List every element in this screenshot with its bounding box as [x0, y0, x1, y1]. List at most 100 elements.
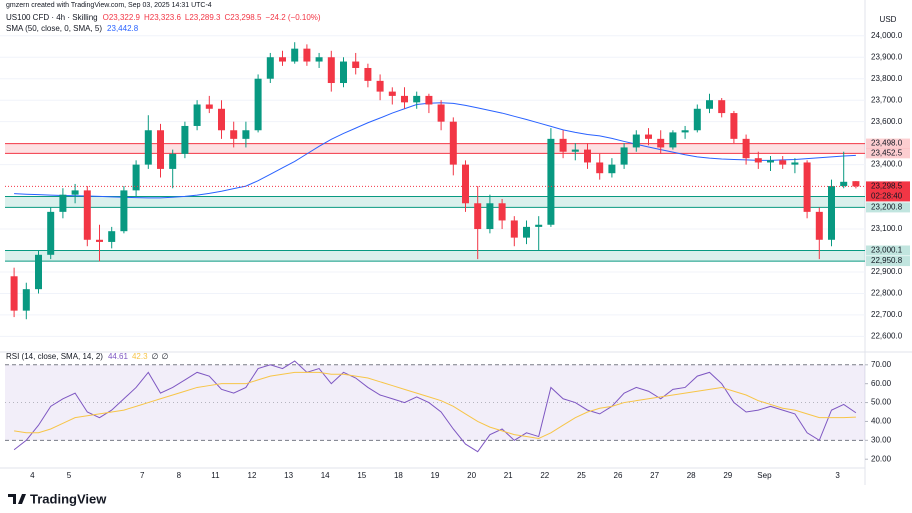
candle-body: [791, 162, 799, 165]
x-tick-label: 18: [394, 471, 403, 480]
candle-body: [413, 95, 421, 103]
price-label-box: [866, 256, 910, 267]
candle-body: [83, 190, 91, 240]
y-tick-label: 23,900.0: [871, 52, 903, 61]
candle-body: [437, 104, 445, 122]
x-tick-label: 12: [248, 471, 257, 480]
candle-body: [96, 239, 103, 242]
candle-body: [669, 132, 677, 148]
candle-body: [425, 95, 433, 105]
high: H23,323.6: [144, 13, 181, 22]
candle-body: [181, 125, 189, 154]
candle-body: [352, 61, 360, 68]
sma-name: SMA (50, close, 0, SMA, 5): [6, 24, 102, 33]
y-tick-label: 23,800.0: [871, 74, 903, 83]
y-tick-label: 40.00: [871, 417, 892, 426]
x-tick-label: 15: [357, 471, 366, 480]
candle-body: [35, 254, 42, 290]
zone: [5, 143, 865, 154]
candle-body: [718, 100, 726, 114]
x-tick-label: 29: [723, 471, 732, 480]
candle-body: [291, 48, 299, 62]
candle-body: [523, 226, 530, 238]
rsi-value: 44.61: [108, 352, 129, 361]
price-label-box: [866, 148, 910, 159]
y-tick-label: 70.00: [871, 360, 892, 369]
zone-price-label: 23,200.8: [871, 203, 903, 212]
y-tick-label: 24,000.0: [871, 31, 903, 40]
candle-body: [596, 162, 604, 174]
candle-body: [242, 130, 250, 139]
zone-price-label: 23,498.0: [871, 139, 903, 148]
zone: [5, 196, 865, 208]
y-tick-label: 22,700.0: [871, 310, 903, 319]
zone-price-label: 23,452.5: [871, 148, 903, 157]
credit: gmzern created with TradingView.com, Sep…: [6, 2, 212, 9]
y-tick-label: 22,800.0: [871, 289, 903, 298]
candle-body: [157, 130, 164, 169]
candle-body: [803, 162, 811, 212]
last-price-label: 23,298.5: [871, 182, 903, 191]
symbol-line: US100 CFD · 4h · Skilling O23,322.9 H23,32…: [6, 13, 321, 22]
candle-body: [59, 194, 67, 212]
candle-body: [71, 190, 79, 195]
candle-body: [266, 57, 274, 79]
x-tick-label: 28: [687, 471, 696, 480]
candle-body: [498, 203, 506, 221]
candle-body: [218, 108, 225, 131]
low: L23,289.3: [185, 13, 221, 22]
sma-line: [14, 102, 856, 199]
candle-body: [657, 138, 665, 148]
candle-body: [205, 104, 213, 109]
candle-body: [645, 134, 652, 139]
candle-body: [815, 211, 823, 240]
candle-body: [47, 211, 55, 255]
rsi-title: RSI (14, close, SMA, 14, 2): [6, 352, 103, 361]
candle-body: [388, 91, 396, 96]
countdown: 02:28:40: [871, 192, 903, 201]
zone-price-label: 23,000.1: [871, 246, 903, 255]
candle-body: [571, 149, 579, 152]
candle-body: [462, 164, 469, 204]
candle-body: [632, 134, 640, 148]
logo-icon: [8, 494, 26, 504]
candle-body: [706, 100, 713, 109]
logo: TradingView: [8, 491, 107, 506]
candle-body: [547, 138, 555, 225]
x-tick-label: 20: [467, 471, 476, 480]
candle-body: [132, 164, 140, 191]
candle-body: [364, 67, 372, 81]
candle-body: [510, 220, 518, 238]
last-price-box: [866, 181, 910, 202]
candle-body: [120, 190, 128, 232]
x-tick-label: 8: [177, 471, 182, 480]
x-tick-label: 5: [67, 471, 72, 480]
y-tick-label: 22,600.0: [871, 332, 903, 341]
candle-body: [742, 138, 750, 159]
x-tick-label: 14: [321, 471, 330, 480]
x-tick-label: 13: [284, 471, 293, 480]
candle-body: [254, 78, 262, 131]
rsi-legend: RSI (14, close, SMA, 14, 2) 44.61 42.3 ∅ ∅: [6, 352, 169, 361]
price-label-box: [866, 202, 910, 213]
price-label-box: [866, 245, 910, 256]
placeholder: ∅: [162, 352, 169, 361]
candle-body: [620, 147, 628, 165]
candle-body: [730, 113, 738, 139]
candle-body: [779, 160, 787, 165]
x-tick-label: Sep: [757, 471, 772, 480]
candle-body: [303, 48, 311, 62]
x-tick-label: 7: [140, 471, 145, 480]
candle-body: [108, 231, 116, 242]
candle-body: [608, 164, 616, 174]
close: C23,298.5: [224, 13, 261, 22]
rsi-line: [14, 371, 856, 439]
candle-body: [10, 276, 18, 311]
y-tick-label: 23,700.0: [871, 95, 903, 104]
candle-body: [474, 203, 482, 230]
y-tick-label: 60.00: [871, 379, 892, 388]
placeholder: ∅: [152, 352, 159, 361]
candle-body: [22, 289, 30, 311]
candle-body: [754, 158, 762, 163]
